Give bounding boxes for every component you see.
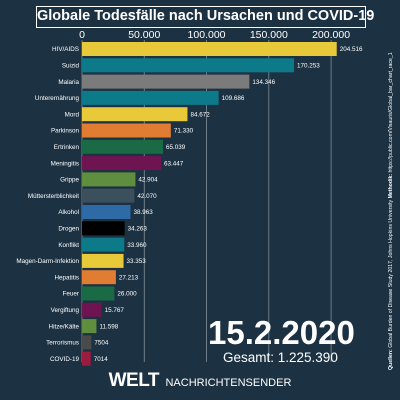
bars-layer [82,42,337,366]
category-label: Feuer [63,291,79,298]
source-label: Quellen: [388,349,394,370]
bar [82,156,162,171]
value-label: 42.904 [138,177,158,184]
value-label: 134.346 [252,79,275,86]
category-label: Hepatitis [55,274,80,281]
bar [82,270,116,285]
chart-title: Globale Todesfälle nach Ursachen und COV… [36,6,374,28]
source-text: Global Burden of Disease Study 2017, Joh… [388,198,394,350]
value-label: 84.672 [190,111,210,118]
bar [82,139,164,154]
bar [82,42,337,56]
value-label: 71.330 [174,128,194,135]
bar [82,286,115,301]
category-label: Drogen [58,226,79,233]
value-label: 38.963 [134,209,154,216]
total-display: Gesamt: 1.225.390 [223,350,338,365]
bar [82,123,171,138]
category-label: Meningitis [51,160,79,167]
x-tick-label: 100.000 [188,29,226,41]
bar [82,253,124,268]
bar [82,58,295,73]
category-label: Parkinson [51,128,79,135]
source-note: Quellen: Global Burden of Disease Study … [388,18,395,370]
bar [82,302,102,317]
x-tick-label: 200.000 [312,29,350,41]
category-label: Unterernährung [35,95,80,102]
value-label: 42.070 [137,193,157,200]
value-label: 26.000 [117,291,137,298]
value-label: 15.767 [105,307,125,314]
category-label: Müttersterblichkeit [28,193,79,200]
category-label: Vergiftung [51,307,80,314]
brand-logo: WELT [108,370,160,391]
bar [82,205,131,219]
category-label: Terrorismus [46,340,79,347]
category-label: Grippe [60,177,79,184]
category-label: Konflikt [58,242,79,249]
bar [82,351,91,366]
date-display: 15.2.2020 [208,314,355,351]
value-label: 27.213 [119,274,139,281]
method-label: Methodik: [388,173,394,199]
value-label: 7014 [94,356,109,363]
category-label: Ertrinken [54,144,80,151]
category-label: COVID-19 [50,356,80,363]
brand-subtitle: NACHRICHTENSENDER [165,377,292,389]
value-label: 109.686 [222,95,245,102]
category-label: Malaria [58,79,79,86]
bar [82,335,92,350]
value-label: 33.353 [127,258,147,265]
bar [82,74,250,89]
category-label: Magen-Darm-Infektion [16,258,79,265]
bar [82,319,97,334]
category-label: Hitze/Kälte [49,323,80,330]
category-label: Alkohol [58,209,79,216]
bar [82,172,136,187]
bar [82,237,125,252]
value-label: 65.039 [166,144,186,151]
value-label: 11.598 [99,323,118,330]
x-tick-label: 0 [79,29,85,41]
bar [82,90,219,105]
bar [82,221,125,236]
method-text: https://public.com/Visauris/Global_bar_c… [388,52,394,174]
bar [82,107,188,122]
category-label: Mord [65,111,80,118]
value-label: 170.253 [297,63,320,70]
value-label: 34.263 [128,226,148,233]
x-tick-label: 50.000 [128,29,160,41]
category-label: Suizid [62,63,80,70]
category-label: HIV/AIDS [52,46,79,53]
labels-layer: 0 50.000 100.000 150.000 200.000 HIV/AIDS 204.… [16,29,363,363]
bar [82,188,135,203]
value-label: 204.516 [340,46,363,53]
value-label: 7504 [94,340,109,347]
footer-brand: WELT NACHRICHTENSENDER [0,370,400,400]
x-tick-label: 150.000 [250,29,288,41]
value-label: 63.447 [164,160,184,167]
value-label: 33.960 [127,242,147,249]
